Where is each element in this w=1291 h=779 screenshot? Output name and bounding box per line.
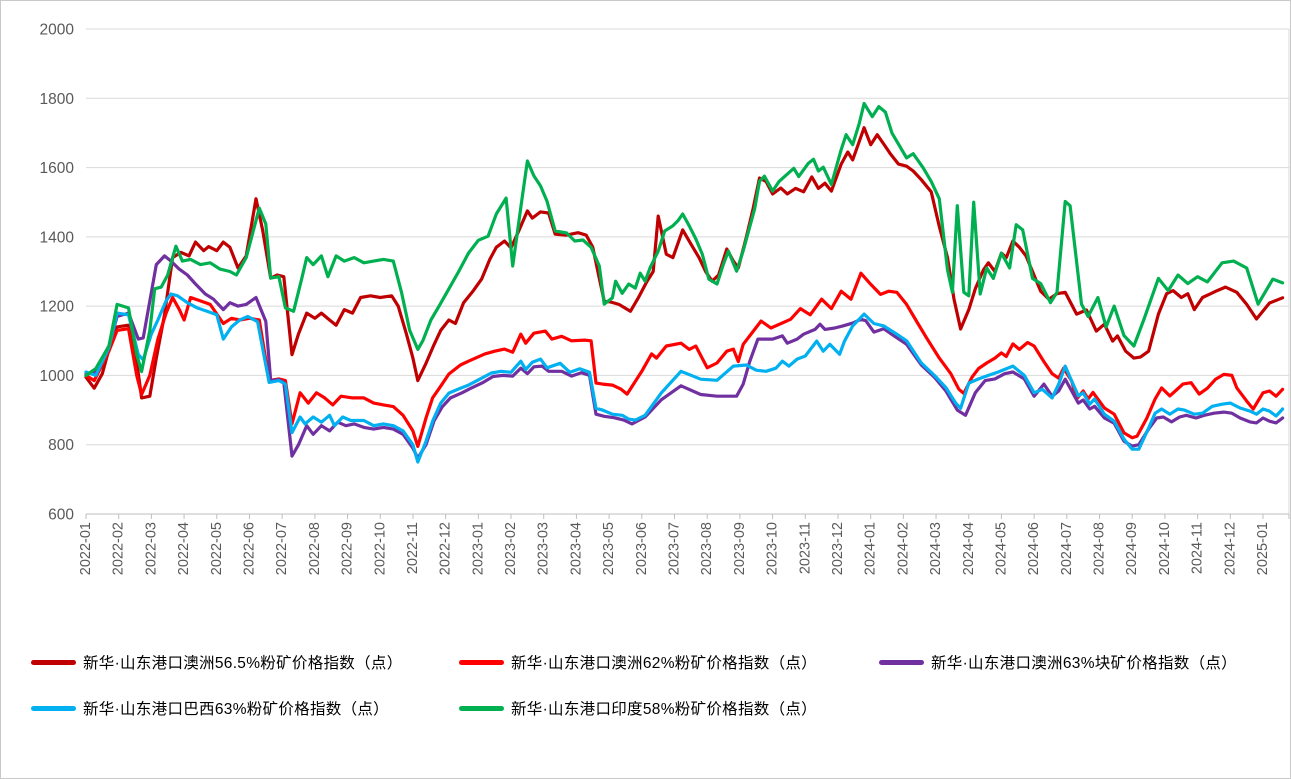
x-tick-label: 2023-09 bbox=[732, 522, 748, 575]
x-tick-label: 2022-05 bbox=[209, 522, 225, 575]
y-tick-label: 2000 bbox=[40, 22, 75, 39]
y-tick-label: 1200 bbox=[40, 299, 75, 316]
x-tick-label: 2022-06 bbox=[241, 522, 257, 575]
x-tick-label: 2023-04 bbox=[568, 522, 584, 575]
x-tick-label: 2022-04 bbox=[176, 522, 192, 575]
series-line-3 bbox=[84, 292, 1285, 464]
series-line-4 bbox=[84, 101, 1285, 377]
x-tick-label: 2024-01 bbox=[863, 522, 879, 575]
x-tick-label: 2022-10 bbox=[372, 522, 388, 575]
x-tick-label: 2024-11 bbox=[1190, 522, 1206, 574]
x-tick-label: 2023-03 bbox=[536, 522, 552, 575]
x-tick-label: 2022-01 bbox=[78, 522, 94, 575]
x-tick-label: 2024-02 bbox=[895, 522, 911, 575]
x-tick-label: 2024-10 bbox=[1157, 522, 1173, 575]
x-tick-label: 2023-02 bbox=[503, 522, 519, 575]
x-tick-label: 2023-06 bbox=[634, 522, 650, 575]
x-tick-label: 2023-01 bbox=[470, 522, 486, 575]
x-tick-label: 2023-05 bbox=[601, 522, 617, 575]
x-tick-label: 2022-11 bbox=[405, 522, 421, 574]
x-tick-label: 2022-03 bbox=[143, 522, 159, 575]
x-axis bbox=[85, 513, 1290, 519]
x-tick-label: 2024-08 bbox=[1092, 522, 1108, 575]
x-tick-label: 2022-08 bbox=[307, 522, 323, 575]
x-tick-label: 2022-02 bbox=[111, 522, 127, 575]
y-tick-label: 1000 bbox=[40, 368, 75, 385]
x-tick-label: 2022-07 bbox=[274, 522, 290, 575]
x-tick-label: 2024-07 bbox=[1059, 522, 1075, 575]
x-tick-label: 2024-06 bbox=[1026, 522, 1042, 575]
x-tick-label: 2025-01 bbox=[1255, 522, 1271, 575]
x-tick-label: 2024-09 bbox=[1124, 522, 1140, 575]
y-axis-labels: 600 800 1000 1200 1400 1600 1800 2000 bbox=[40, 22, 75, 524]
x-tick-label: 2024-05 bbox=[993, 522, 1009, 575]
x-tick-label: 2023-08 bbox=[699, 522, 715, 575]
y-tick-label: 1800 bbox=[40, 91, 75, 108]
x-tick-label: 2024-04 bbox=[961, 522, 977, 575]
x-tick-label: 2023-07 bbox=[667, 522, 683, 575]
gridlines bbox=[86, 28, 1290, 514]
x-tick-label: 2024-12 bbox=[1222, 522, 1238, 575]
x-tick-label: 2023-11 bbox=[797, 522, 813, 574]
x-axis-labels: 2022-01 2022-02 2022-03 2022-04 2022-05 2022-… bbox=[78, 522, 1271, 575]
series-lines bbox=[84, 101, 1285, 464]
x-tick-label: 2022-12 bbox=[438, 522, 454, 575]
x-tick-label: 2023-10 bbox=[765, 522, 781, 575]
x-tick-label: 2022-09 bbox=[340, 522, 356, 575]
y-tick-label: 1600 bbox=[40, 160, 75, 177]
y-tick-label: 600 bbox=[48, 507, 74, 524]
y-tick-label: 1400 bbox=[40, 229, 75, 246]
x-tick-label: 2024-03 bbox=[928, 522, 944, 575]
y-tick-label: 800 bbox=[48, 437, 74, 454]
x-tick-label: 2023-12 bbox=[830, 522, 846, 575]
